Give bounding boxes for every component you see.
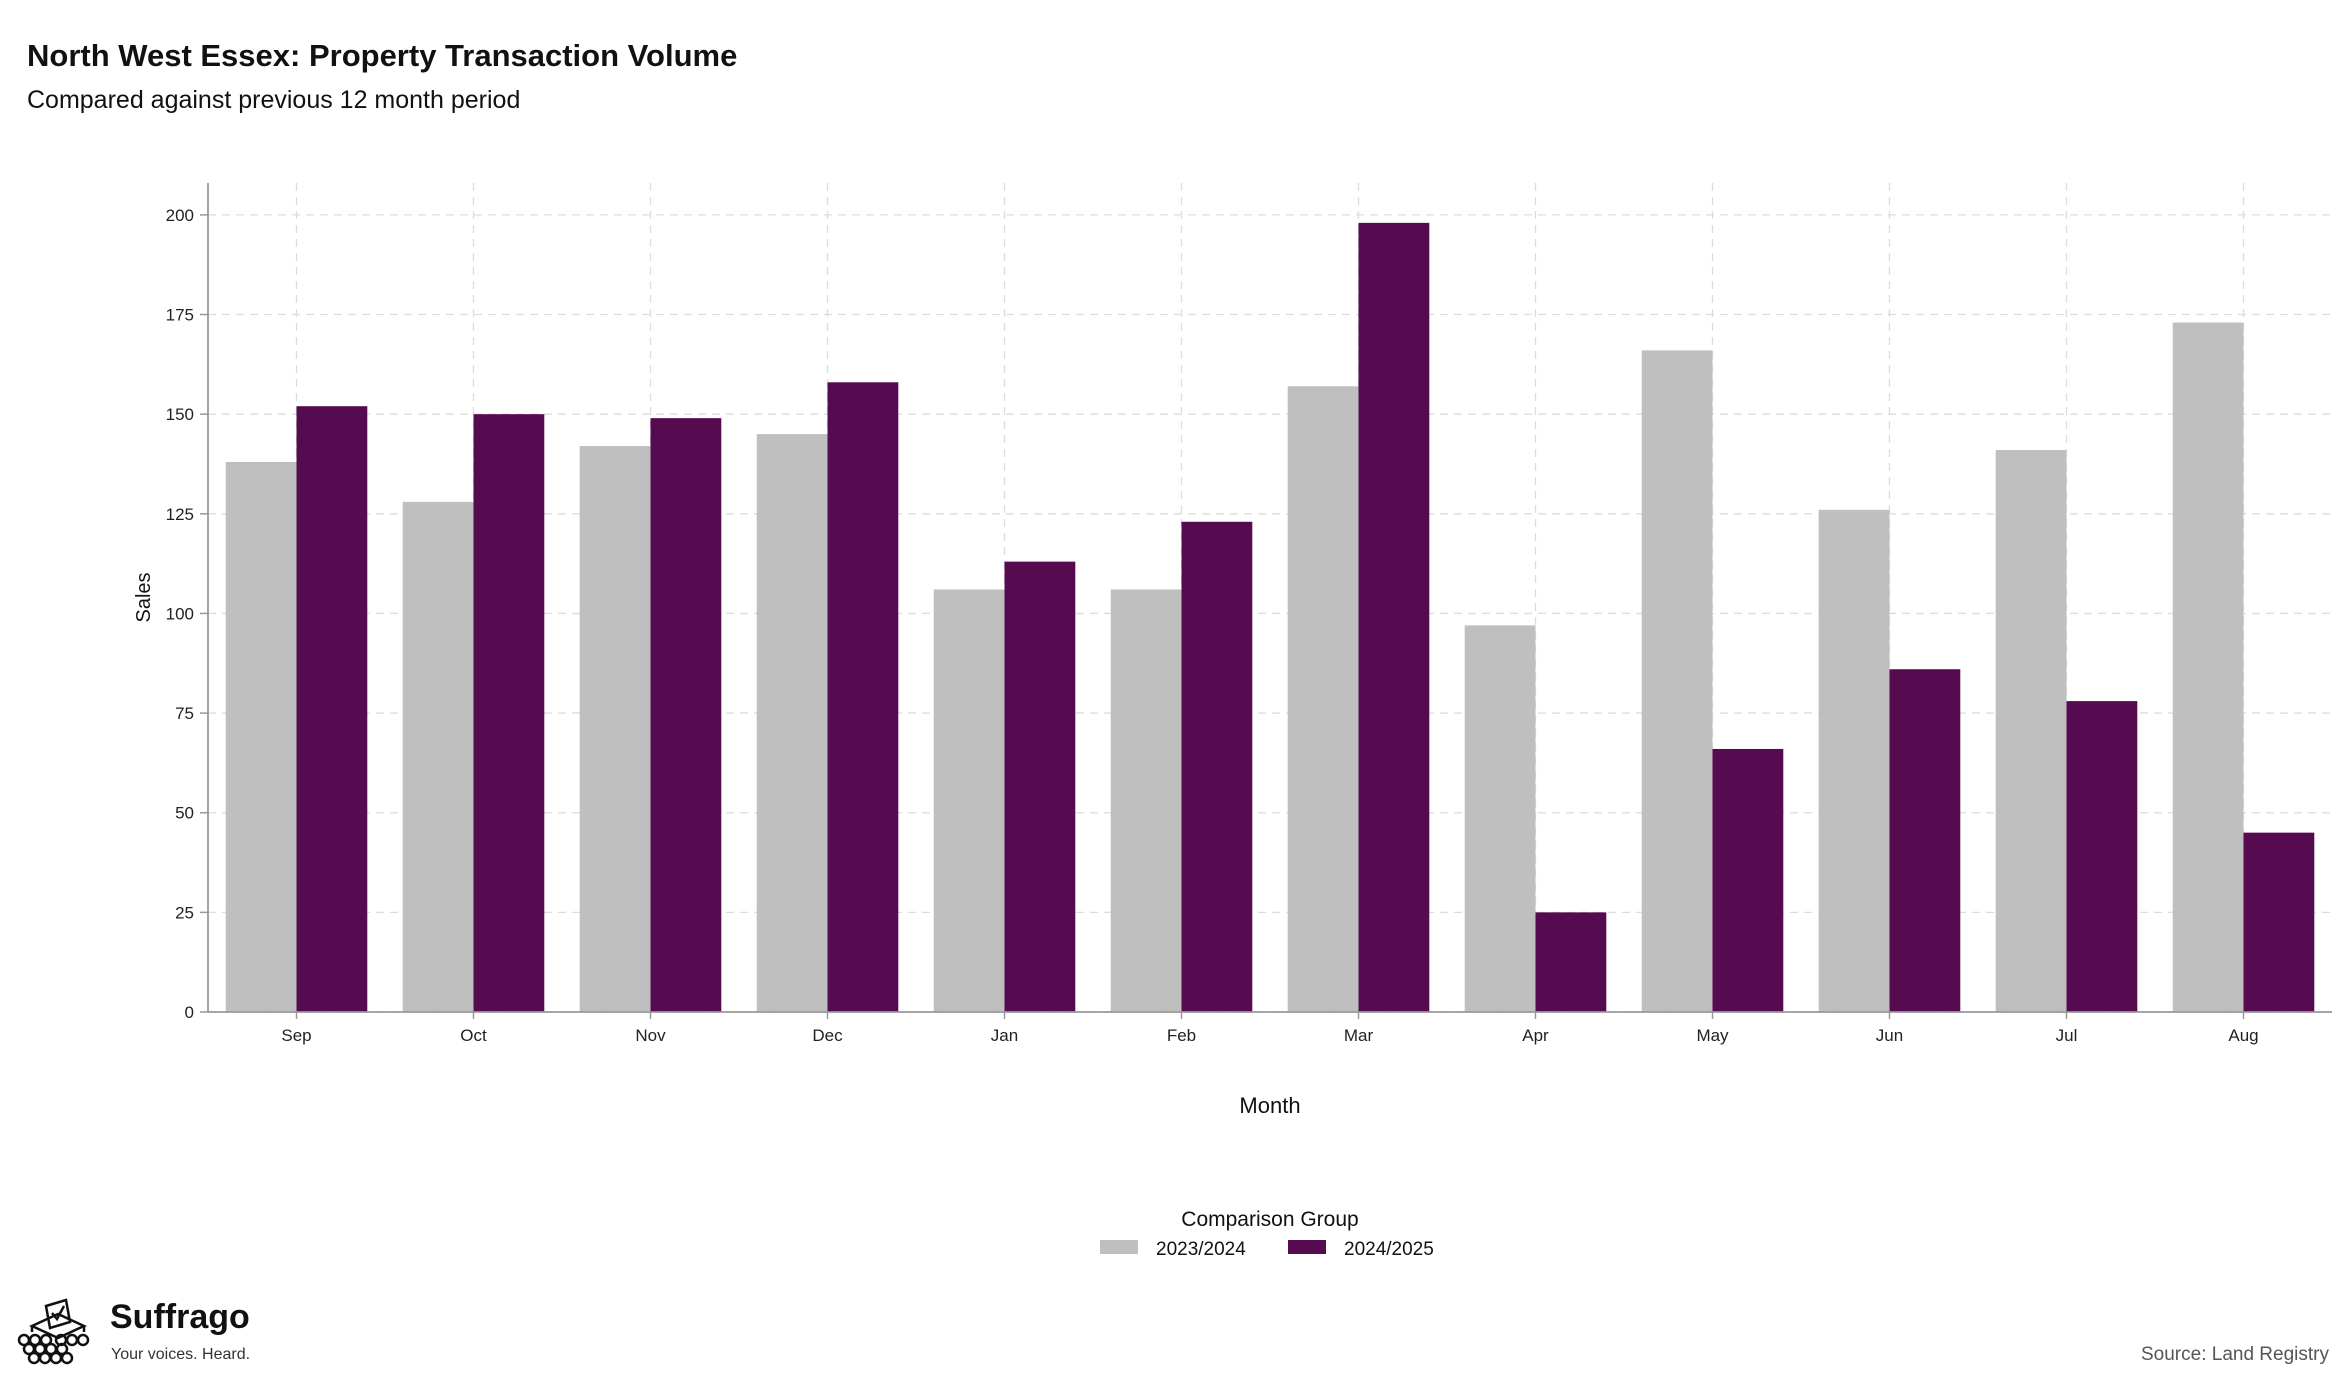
bar-2024-2025-may [1712,748,1784,1012]
x-tick-label: Jan [991,1026,1018,1045]
bar-2023-2024-oct [402,501,474,1012]
bar-2023-2024-apr [1464,625,1536,1012]
legend-title: Comparison Group [1181,1208,1358,1231]
source-note: Source: Land Registry [2141,1344,2329,1365]
x-tick-label: Nov [635,1026,666,1045]
chart-title: North West Essex: Property Transaction V… [27,38,738,73]
bar-2024-2025-oct [473,414,545,1012]
brand-tagline: Your voices. Heard. [111,1346,251,1363]
x-tick-label: Apr [1522,1026,1549,1045]
y-tick-label: 100 [166,604,194,623]
bar-2024-2025-jun [1889,669,1961,1012]
bar-2024-2025-sep [296,406,368,1012]
x-tick-label: Mar [1344,1026,1374,1045]
bar-2024-2025-feb [1181,521,1253,1012]
bar-2024-2025-jul [2066,701,2138,1012]
bar-2023-2024-feb [1110,589,1182,1012]
y-tick-label: 125 [166,505,194,524]
bar-2024-2025-aug [2243,832,2315,1012]
legend-label: 2024/2025 [1344,1239,1434,1260]
bar-2023-2024-aug [2172,322,2244,1012]
chart-subtitle: Compared against previous 12 month perio… [27,86,521,114]
bar-2023-2024-dec [756,434,828,1013]
y-tick-label: 0 [185,1003,194,1022]
brand-name: Suffrago [110,1298,250,1336]
bar-2023-2024-mar [1287,386,1359,1013]
legend-label: 2023/2024 [1156,1239,1246,1260]
ballot-box-icon [17,1298,90,1365]
y-tick-label: 50 [175,804,194,823]
bar-2023-2024-may [1641,350,1713,1012]
brand-logo: Suffrago Your voices. Heard. [14,1296,264,1376]
y-tick-label: 200 [166,206,194,225]
legend-swatch-2024-2025 [1288,1240,1326,1254]
bar-2023-2024-jun [1818,509,1890,1012]
x-axis-title: Month [1239,1093,1300,1118]
bar-2023-2024-sep [225,461,297,1013]
y-axis-title: Sales [133,572,155,622]
bar-2024-2025-jan [1004,561,1076,1012]
x-tick-label: May [1696,1026,1729,1045]
x-tick-label: Jul [2056,1026,2078,1045]
bar-2024-2025-nov [650,418,722,1012]
bar-2023-2024-nov [579,446,651,1012]
x-tick-label: Sep [281,1026,311,1045]
bar-2023-2024-jul [1995,450,2067,1012]
y-tick-label: 75 [175,704,194,723]
x-tick-label: Feb [1167,1026,1196,1045]
x-tick-label: Aug [2228,1026,2258,1045]
y-tick-label: 175 [166,306,194,325]
legend-swatch-2023-2024 [1100,1240,1138,1254]
bar-2024-2025-dec [827,382,899,1013]
x-tick-label: Dec [812,1026,843,1045]
y-tick-label: 25 [175,903,194,922]
x-tick-label: Oct [460,1026,487,1045]
y-tick-label: 150 [166,405,194,424]
bar-2024-2025-apr [1535,912,1607,1012]
x-tick-label: Jun [1876,1026,1903,1045]
bar-2024-2025-mar [1358,222,1430,1012]
bar-2023-2024-jan [933,589,1005,1012]
